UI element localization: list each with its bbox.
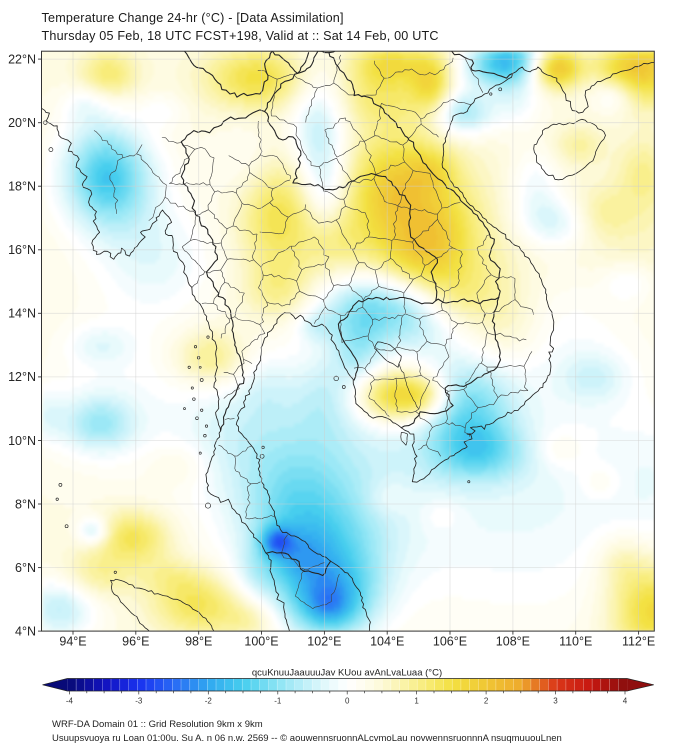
svg-text:14°N: 14°N: [8, 307, 36, 321]
svg-text:108°E: 108°E: [496, 634, 530, 648]
svg-text:4: 4: [623, 697, 628, 706]
svg-text:WRF-DA Domain 01 :: Grid Resol: WRF-DA Domain 01 :: Grid Resolution 9km …: [52, 719, 263, 730]
svg-text:98°E: 98°E: [185, 634, 212, 648]
svg-text:-4: -4: [66, 697, 74, 706]
svg-text:18°N: 18°N: [8, 180, 36, 194]
svg-text:-2: -2: [205, 697, 213, 706]
svg-text:16°N: 16°N: [8, 243, 36, 257]
svg-text:-3: -3: [135, 697, 143, 706]
svg-text:-1: -1: [274, 697, 282, 706]
svg-text:6°N: 6°N: [15, 561, 36, 575]
svg-text:1: 1: [414, 697, 419, 706]
svg-text:4°N: 4°N: [15, 624, 36, 638]
svg-text:102°E: 102°E: [307, 634, 341, 648]
svg-text:3: 3: [553, 697, 558, 706]
svg-text:104°E: 104°E: [370, 634, 404, 648]
svg-text:20°N: 20°N: [8, 116, 36, 130]
svg-text:110°E: 110°E: [559, 634, 592, 648]
svg-text:10°N: 10°N: [8, 434, 36, 448]
svg-text:qcuKnuuJaauuuJav KUou avAnLvaL: qcuKnuuJaauuuJav KUou avAnLvaLuaa (°C): [252, 668, 442, 679]
svg-text:2: 2: [484, 697, 489, 706]
svg-text:100°E: 100°E: [244, 634, 278, 648]
svg-text:8°N: 8°N: [15, 497, 36, 511]
svg-text:96°E: 96°E: [122, 634, 149, 648]
svg-text:0: 0: [345, 697, 350, 706]
svg-text:112°E: 112°E: [622, 634, 655, 648]
svg-text:Usuupsvuoya ru Loan 01:00u. Su: Usuupsvuoya ru Loan 01:00u. Su A. n 06 n…: [52, 733, 562, 744]
svg-text:106°E: 106°E: [433, 634, 467, 648]
svg-text:12°N: 12°N: [8, 370, 36, 384]
svg-text:94°E: 94°E: [59, 634, 86, 648]
svg-text:22°N: 22°N: [8, 52, 36, 66]
svg-text:Thursday 05 Feb, 18 UTC FCST+1: Thursday 05 Feb, 18 UTC FCST+198, Valid …: [42, 29, 439, 43]
svg-text:Temperature Change 24-hr (°C): Temperature Change 24-hr (°C) - [Data As…: [42, 11, 344, 25]
